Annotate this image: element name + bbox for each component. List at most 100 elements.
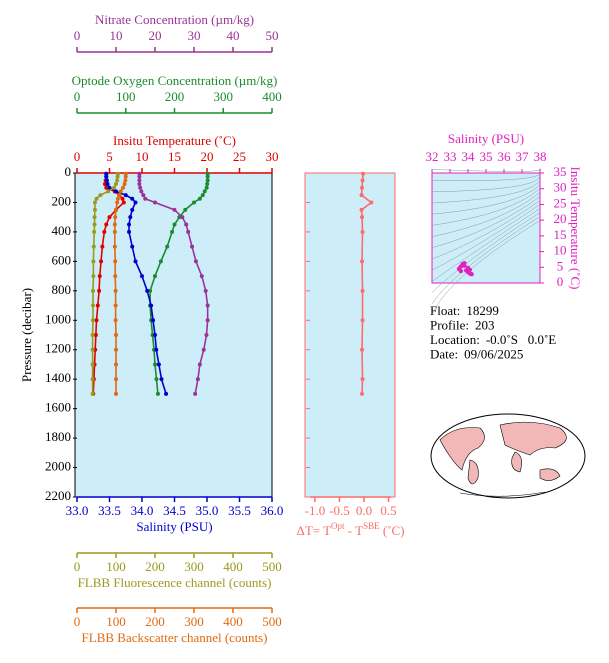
profile-point (164, 391, 169, 396)
x-tick-label: 35 (480, 149, 493, 164)
density-contour (431, 204, 541, 271)
info-value: 09/06/2025 (464, 346, 523, 361)
profile-point (137, 174, 142, 179)
ts-x-title: Salinity (PSU) (448, 131, 524, 146)
y-tick-label: 15 (554, 227, 567, 242)
density-contour (431, 168, 542, 172)
profile-point (180, 215, 185, 220)
density-contour (431, 196, 541, 249)
coast (459, 491, 546, 497)
profile-point (360, 347, 365, 352)
density-contour (431, 216, 541, 304)
density-contour (431, 184, 541, 215)
y-tick-label: 35 (554, 164, 567, 179)
profile-point (114, 207, 118, 212)
continent (499, 421, 567, 456)
continent (511, 451, 522, 473)
profile-point (114, 347, 118, 352)
profile-point (107, 215, 112, 220)
profile-point (113, 259, 118, 264)
profile-point (121, 185, 126, 190)
x-tick-label: 32 (426, 149, 439, 164)
profile-point (113, 318, 118, 323)
profile-point (90, 303, 95, 308)
density-contour (431, 188, 541, 226)
x-tick-label: 33 (444, 149, 457, 164)
info-key: Profile: (430, 317, 469, 332)
y-tick-label: 800 (52, 282, 72, 297)
profile-point (186, 229, 191, 234)
profile-point (156, 362, 161, 367)
axis-title: FLBB Fluorescence channel (counts) (78, 575, 272, 590)
y-tick-label: 30 (554, 180, 567, 195)
profile-point (100, 244, 105, 249)
x-tick-label: 50 (266, 28, 279, 43)
profile-point (201, 347, 206, 352)
x-tick-label: 34 (462, 149, 476, 164)
info-key: Location: (430, 332, 480, 347)
profile-point (104, 222, 109, 227)
profile-point (113, 274, 118, 279)
profile-point (112, 185, 117, 190)
profile-point (113, 303, 118, 308)
x-tick-label: 25 (233, 149, 246, 164)
profile-point (92, 200, 97, 205)
density-contour (431, 212, 541, 293)
profile-point (123, 171, 128, 176)
profile-point (360, 391, 365, 396)
profile-point (133, 259, 138, 264)
profile-point (127, 222, 131, 227)
info-key: Float: (430, 303, 460, 318)
profile-point (360, 185, 365, 190)
density-contour (431, 200, 541, 260)
profile-point (153, 274, 157, 279)
profile-point (95, 303, 100, 308)
x-tick-label: 30 (188, 28, 201, 43)
profile-point (114, 362, 118, 367)
x-tick-label: 400 (262, 89, 282, 104)
profile-point (90, 318, 95, 323)
x-tick-label: -1.0 (305, 503, 326, 518)
profile-point (359, 193, 364, 198)
profile-point (165, 244, 170, 249)
profile-point (115, 200, 120, 205)
profile-point (97, 288, 102, 293)
profile-point (112, 244, 117, 249)
profile-point (192, 200, 196, 205)
profile-point (143, 196, 148, 201)
axis-title-part: Opt (331, 521, 345, 531)
profile-point (122, 182, 127, 187)
y-tick-label: 1600 (45, 400, 71, 415)
x-tick-label: 0 (74, 28, 81, 43)
y-tick-label: 0 (557, 274, 564, 289)
profile-point (114, 182, 118, 187)
x-tick-label: 0 (74, 559, 81, 574)
x-tick-label: 20 (201, 149, 214, 164)
x-tick-label: 5 (106, 149, 113, 164)
density-contour (431, 172, 541, 182)
profile-point (153, 333, 157, 337)
profile-point (91, 259, 96, 264)
profile-point (114, 189, 118, 194)
continent (439, 427, 485, 471)
continent (539, 468, 561, 481)
x-tick-label: 0.0 (356, 503, 372, 518)
info-row: Location: -0.0˚S 0.0˚E (430, 332, 556, 347)
profile-point (114, 333, 118, 337)
profile-point (121, 200, 126, 205)
x-tick-label: 40 (227, 28, 240, 43)
axis-title-part: SBE (363, 521, 380, 531)
y-tick-label: 5 (557, 258, 564, 273)
profile-point (90, 288, 95, 293)
x-tick-label: 400 (223, 559, 243, 574)
profile-point (151, 318, 156, 323)
x-tick-label: 38 (534, 149, 547, 164)
x-tick-label: 34.0 (131, 503, 154, 518)
profile-point (172, 222, 177, 227)
density-contour (431, 208, 541, 282)
x-tick-label: 300 (184, 559, 204, 574)
profile-point (153, 200, 157, 205)
x-tick-label: 34.5 (163, 503, 186, 518)
axis-title-part: ΔT= T (296, 523, 331, 538)
profile-point (154, 377, 159, 382)
